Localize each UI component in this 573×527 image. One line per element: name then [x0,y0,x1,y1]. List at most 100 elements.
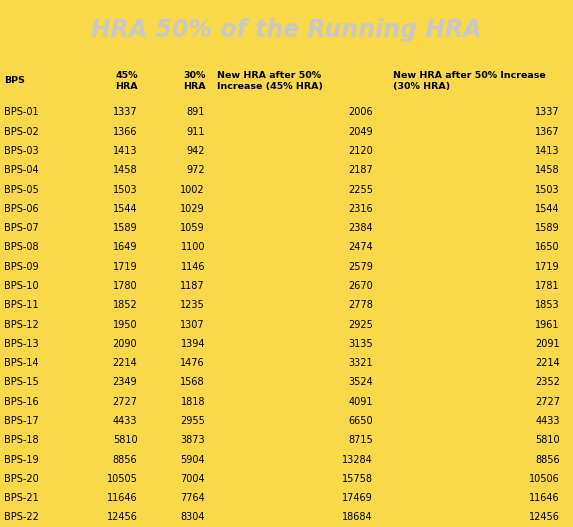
Text: 12456: 12456 [107,512,138,522]
Text: 1589: 1589 [535,223,560,233]
Text: 4433: 4433 [535,416,560,426]
Text: BPS-07: BPS-07 [5,223,39,233]
Text: 8304: 8304 [180,512,205,522]
Text: 1650: 1650 [535,242,560,252]
Text: BPS-18: BPS-18 [5,435,39,445]
Text: 2255: 2255 [348,184,373,194]
Text: 2579: 2579 [348,262,373,272]
Text: 1781: 1781 [535,281,560,291]
Text: 12456: 12456 [529,512,560,522]
Text: 1719: 1719 [535,262,560,272]
Text: 7764: 7764 [180,493,205,503]
Text: 891: 891 [187,108,205,118]
Text: 1476: 1476 [180,358,205,368]
Text: BPS-14: BPS-14 [5,358,39,368]
Text: 1394: 1394 [180,339,205,349]
Text: BPS-05: BPS-05 [5,184,39,194]
Text: BPS-12: BPS-12 [5,319,39,329]
Text: 1853: 1853 [535,300,560,310]
Text: BPS-10: BPS-10 [5,281,39,291]
Text: 4091: 4091 [348,397,373,407]
Text: 1413: 1413 [535,146,560,156]
Text: 5904: 5904 [180,454,205,464]
Text: 2349: 2349 [113,377,138,387]
Text: 2214: 2214 [535,358,560,368]
Text: BPS-17: BPS-17 [5,416,39,426]
Text: 1413: 1413 [113,146,138,156]
Text: 2384: 2384 [348,223,373,233]
Text: 1458: 1458 [113,165,138,175]
Text: 2091: 2091 [535,339,560,349]
Text: 1307: 1307 [180,319,205,329]
Text: 1544: 1544 [113,204,138,214]
Text: HRA 50% of the Running HRA: HRA 50% of the Running HRA [91,17,482,42]
Text: 2727: 2727 [112,397,138,407]
Text: 911: 911 [187,126,205,136]
Text: 942: 942 [186,146,205,156]
Text: 15758: 15758 [342,474,373,484]
Text: 1568: 1568 [180,377,205,387]
Text: 1366: 1366 [113,126,138,136]
Text: 1950: 1950 [113,319,138,329]
Text: New HRA after 50%
Increase (45% HRA): New HRA after 50% Increase (45% HRA) [217,71,323,91]
Text: 5810: 5810 [535,435,560,445]
Text: BPS-20: BPS-20 [5,474,39,484]
Text: BPS-01: BPS-01 [5,108,39,118]
Text: 1544: 1544 [535,204,560,214]
Text: 2727: 2727 [535,397,560,407]
Text: BPS-03: BPS-03 [5,146,39,156]
Text: BPS-09: BPS-09 [5,262,39,272]
Text: BPS-21: BPS-21 [5,493,39,503]
Text: BPS-11: BPS-11 [5,300,39,310]
Text: 1649: 1649 [113,242,138,252]
Text: BPS-13: BPS-13 [5,339,39,349]
Text: 8856: 8856 [535,454,560,464]
Text: 3135: 3135 [348,339,373,349]
Text: 2955: 2955 [180,416,205,426]
Text: 972: 972 [186,165,205,175]
Text: 1002: 1002 [180,184,205,194]
Text: 17469: 17469 [342,493,373,503]
Text: 4433: 4433 [113,416,138,426]
Text: 11646: 11646 [529,493,560,503]
Text: 1100: 1100 [180,242,205,252]
Text: 5810: 5810 [113,435,138,445]
Text: 2474: 2474 [348,242,373,252]
Text: BPS-06: BPS-06 [5,204,39,214]
Text: 1961: 1961 [535,319,560,329]
Text: 1719: 1719 [113,262,138,272]
Text: 1146: 1146 [180,262,205,272]
Text: 1503: 1503 [535,184,560,194]
Text: 11646: 11646 [107,493,138,503]
Text: 1589: 1589 [113,223,138,233]
Text: 6650: 6650 [348,416,373,426]
Text: 1187: 1187 [180,281,205,291]
Text: 1780: 1780 [113,281,138,291]
Text: BPS: BPS [5,76,25,85]
Text: 2214: 2214 [113,358,138,368]
Text: 1458: 1458 [535,165,560,175]
Text: 1852: 1852 [113,300,138,310]
Text: New HRA after 50% Increase
(30% HRA): New HRA after 50% Increase (30% HRA) [393,71,545,91]
Text: 7004: 7004 [180,474,205,484]
Text: 8715: 8715 [348,435,373,445]
Text: 1367: 1367 [535,126,560,136]
Text: 3873: 3873 [180,435,205,445]
Text: 45%
HRA: 45% HRA [115,71,138,91]
Text: 1337: 1337 [113,108,138,118]
Text: BPS-08: BPS-08 [5,242,39,252]
Text: 1818: 1818 [180,397,205,407]
Text: 1503: 1503 [113,184,138,194]
Text: 8856: 8856 [113,454,138,464]
Text: 2316: 2316 [348,204,373,214]
Text: BPS-04: BPS-04 [5,165,39,175]
Text: 2925: 2925 [348,319,373,329]
Text: 2049: 2049 [348,126,373,136]
Text: BPS-02: BPS-02 [5,126,39,136]
Text: 2090: 2090 [113,339,138,349]
Text: 2006: 2006 [348,108,373,118]
Text: 2778: 2778 [348,300,373,310]
Text: 1029: 1029 [180,204,205,214]
Text: 13284: 13284 [342,454,373,464]
Text: 18684: 18684 [342,512,373,522]
